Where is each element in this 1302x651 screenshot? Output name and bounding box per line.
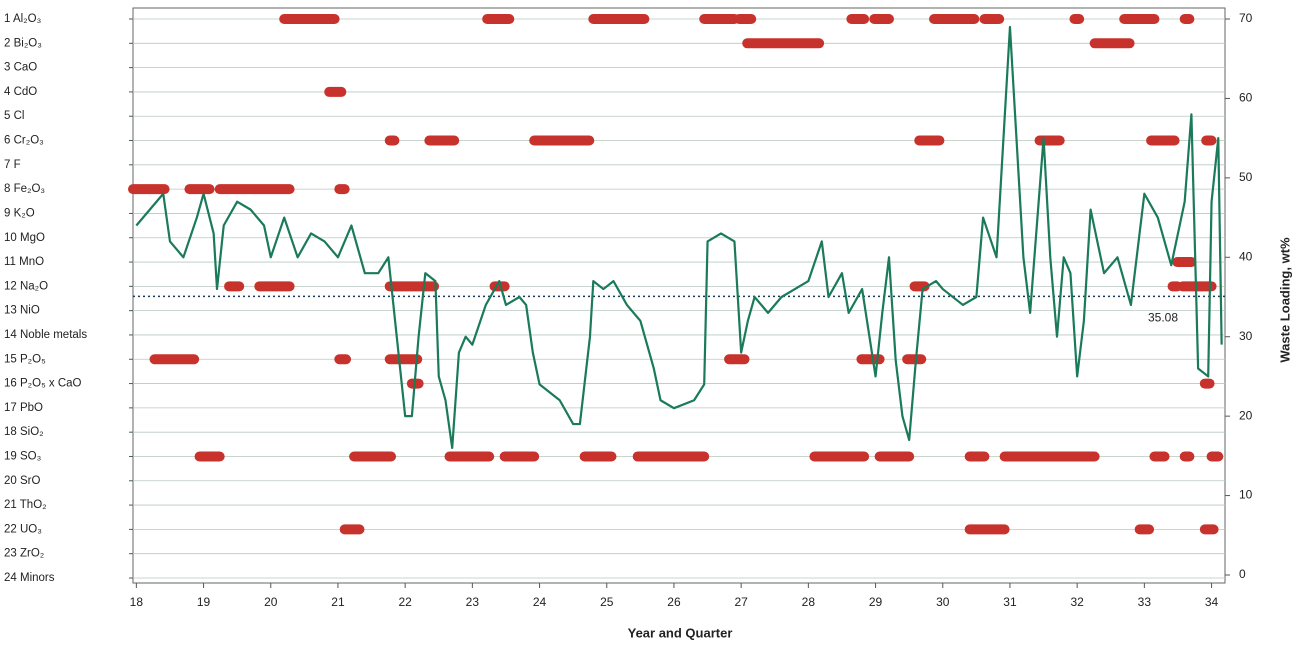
x-tick-label: 22	[398, 595, 412, 609]
row-label: 16 P₂O₅ x CaO	[4, 378, 82, 390]
y2-tick-label: 60	[1239, 91, 1253, 105]
row-label: 2 Bi₂O₃	[4, 37, 42, 49]
x-tick-label: 20	[264, 595, 278, 609]
row-label: 14 Noble metals	[4, 329, 87, 341]
y2-tick-label: 50	[1239, 170, 1253, 184]
x-tick-label: 27	[734, 595, 748, 609]
x-tick-label: 23	[466, 595, 480, 609]
x-tick-label: 28	[802, 595, 816, 609]
row-label: 12 Na₂O	[4, 280, 48, 292]
x-tick-label: 26	[667, 595, 681, 609]
row-label: 17 PbO	[4, 402, 43, 414]
x-tick-label: 25	[600, 595, 614, 609]
x-tick-label: 24	[533, 595, 547, 609]
row-label: 5 Cl	[4, 110, 24, 122]
x-tick-label: 31	[1003, 595, 1017, 609]
row-label: 20 SrO	[4, 475, 40, 487]
x-axis-title: Year and Quarter	[628, 625, 733, 640]
y2-tick-label: 30	[1239, 329, 1253, 343]
row-label: 15 P₂O₅	[4, 353, 46, 365]
row-label: 1 Al₂O₃	[4, 13, 42, 25]
row-label: 7 F	[4, 159, 21, 171]
row-label: 8 Fe₂O₃	[4, 183, 45, 195]
row-label: 9 K₂O	[4, 207, 35, 219]
row-label: 23 ZrO₂	[4, 548, 44, 560]
x-tick-label: 18	[130, 595, 144, 609]
y2-tick-label: 70	[1239, 11, 1253, 25]
row-label: 21 ThO₂	[4, 499, 47, 511]
plot-frame	[132, 7, 1226, 584]
x-tick-label: 30	[936, 595, 950, 609]
row-label: 10 MgO	[4, 232, 45, 244]
x-tick-label: 33	[1138, 595, 1152, 609]
row-label: 6 Cr₂O₃	[4, 135, 44, 147]
row-label: 24 Minors	[4, 572, 55, 584]
row-label: 4 CdO	[4, 86, 37, 98]
x-tick-label: 29	[869, 595, 883, 609]
x-tick-label: 32	[1070, 595, 1084, 609]
row-label: 22 UO₃	[4, 523, 42, 535]
row-label: 19 SO₃	[4, 451, 42, 463]
x-tick-label: 21	[331, 595, 345, 609]
row-label: 3 CaO	[4, 62, 37, 74]
y2-tick-label: 0	[1239, 567, 1246, 581]
y-axis-title: Waste Loading, wt%	[1277, 237, 1292, 363]
waste-loading-line	[135, 25, 1223, 450]
x-tick-label: 34	[1205, 595, 1219, 609]
reference-label: 35.08	[1148, 311, 1178, 325]
row-label: 13 NiO	[4, 305, 40, 317]
x-tick-label: 19	[197, 595, 211, 609]
y2-tick-label: 40	[1239, 249, 1253, 263]
row-label: 11 MnO	[4, 256, 44, 268]
y2-tick-label: 10	[1239, 488, 1253, 502]
y2-tick-label: 20	[1239, 408, 1253, 422]
row-label: 18 SiO₂	[4, 426, 44, 438]
